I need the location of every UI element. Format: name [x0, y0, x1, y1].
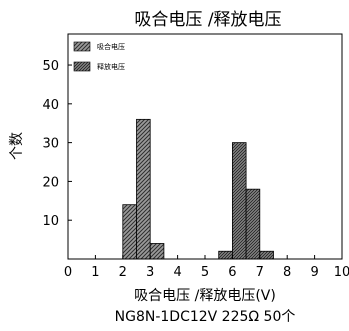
legend-label-pull-in: 吸合电压 [97, 42, 125, 51]
x-tick-label: 4 [173, 265, 181, 280]
y-tick-label: 10 [42, 214, 59, 229]
y-tick-label: 30 [42, 137, 59, 152]
y-tick-label: 40 [42, 98, 59, 113]
bar-release-3 [259, 250, 274, 260]
legend-swatch-pull-in [73, 41, 91, 52]
legend-swatch-release [73, 61, 91, 72]
x-tick-label: 1 [91, 265, 99, 280]
bar-release-1 [231, 142, 247, 260]
bar-release-0 [218, 250, 233, 260]
bar-pull-in-1 [136, 118, 151, 260]
x-tick-label: 5 [201, 265, 209, 280]
x-tick-label: 2 [119, 265, 127, 280]
bars-group [122, 118, 274, 260]
chart-title: 吸合电压 /释放电压 [134, 10, 281, 30]
plot-frame [67, 33, 343, 260]
legend-label-release: 释放电压 [97, 62, 125, 71]
legend: 吸合电压 释放电压 [73, 41, 125, 72]
bar-pull-in-0 [122, 204, 137, 260]
x-axis-label: 吸合电压 /释放电压(V) [134, 288, 276, 304]
chart-subtitle: NG8N-1DC12V 225Ω 50个 [115, 309, 296, 325]
y-tick-labels: 10 20 30 40 50 [42, 59, 72, 229]
x-tick-label: 6 [228, 265, 236, 280]
x-tick-label: 3 [146, 265, 154, 280]
bar-release-2 [245, 188, 261, 260]
x-tick-label: 10 [334, 265, 349, 280]
y-axis-label: 个数 [9, 132, 25, 160]
x-tick-label: 8 [283, 265, 291, 280]
x-tick-labels: 0 1 2 3 4 5 6 7 8 9 10 [64, 255, 349, 280]
x-tick-label: 9 [310, 265, 318, 280]
y-tick-label: 50 [42, 59, 59, 74]
x-tick-label: 0 [64, 265, 72, 280]
bar-pull-in-2 [149, 243, 165, 260]
x-tick-label: 7 [256, 265, 264, 280]
y-tick-label: 20 [42, 175, 59, 190]
